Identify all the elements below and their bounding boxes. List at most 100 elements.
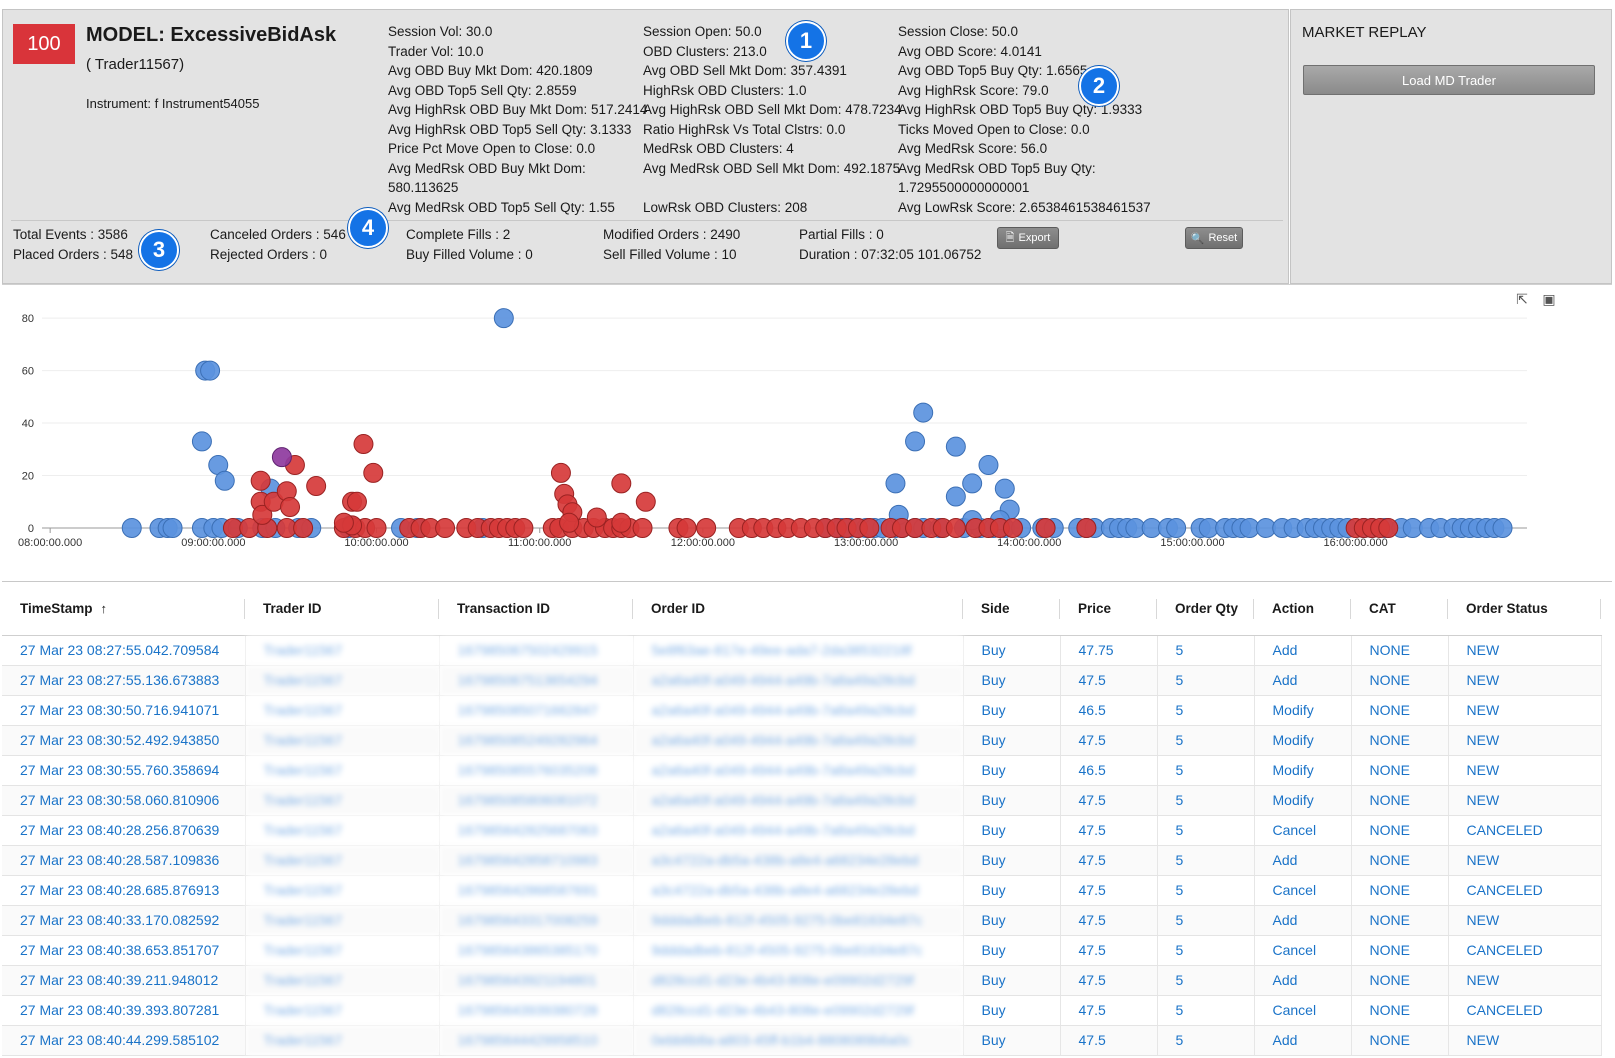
- cell-trader-id[interactable]: Trader11567: [245, 845, 440, 876]
- table-row[interactable]: 27 Mar 23 08:40:44.299.585102 Trader11567…: [2, 1025, 1602, 1056]
- cell-side[interactable]: Buy: [963, 1025, 1061, 1056]
- cell-cat[interactable]: NONE: [1351, 815, 1449, 846]
- cell-transaction-id[interactable]: 167985067502429915: [439, 635, 634, 666]
- cell-order-id[interactable]: 0ebb6b8a-a803-45ff-b1b4-8808089b6a0c: [633, 1025, 964, 1056]
- cell-order-id[interactable]: 9dddadbeb-812f-4505-9275-0be81634e87c: [633, 935, 964, 966]
- cell-trader-id[interactable]: Trader11567: [245, 725, 440, 756]
- cell-transaction-id[interactable]: 167985085806081072: [439, 785, 634, 816]
- cell-price[interactable]: 47.5: [1060, 965, 1158, 996]
- cell-trader-id[interactable]: Trader11567: [245, 755, 440, 786]
- cell-order-id[interactable]: 9dddadbeb-812f-4505-9275-0be81634e87c: [633, 905, 964, 936]
- cell-transaction-id[interactable]: 167985644429958510: [439, 1025, 634, 1056]
- table-row[interactable]: 27 Mar 23 08:40:28.587.109836 Trader11567…: [2, 845, 1602, 876]
- table-row[interactable]: 27 Mar 23 08:40:33.170.082592 Trader11567…: [2, 905, 1602, 936]
- cell-transaction-id[interactable]: 167985643865385170: [439, 935, 634, 966]
- cell-order-status[interactable]: CANCELED: [1448, 815, 1602, 846]
- cell-transaction-id[interactable]: 167985643921194801: [439, 965, 634, 996]
- cell-trader-id[interactable]: Trader11567: [245, 695, 440, 726]
- cell-order-qty[interactable]: 5: [1157, 635, 1255, 666]
- cell-price[interactable]: 47.5: [1060, 905, 1158, 936]
- cell-transaction-id[interactable]: 167985067513654294: [439, 665, 634, 696]
- cell-price[interactable]: 47.5: [1060, 1025, 1158, 1056]
- cell-order-status[interactable]: NEW: [1448, 1025, 1602, 1056]
- cell-transaction-id[interactable]: 167985642825687063: [439, 815, 634, 846]
- cell-order-id[interactable]: d828ccd1-d23e-4b43-808e-e09902d2729f: [633, 965, 964, 996]
- cell-price[interactable]: 47.5: [1060, 725, 1158, 756]
- column-header-timestamp[interactable]: TimeStamp ↑: [2, 583, 245, 636]
- cell-cat[interactable]: NONE: [1351, 845, 1449, 876]
- cell-order-id[interactable]: a2a6a40f-a049-4944-a49b-7a8a49a28cbd: [633, 815, 964, 846]
- column-header-action[interactable]: Action: [1254, 583, 1351, 636]
- cell-order-qty[interactable]: 5: [1157, 965, 1255, 996]
- cell-timestamp[interactable]: 27 Mar 23 08:27:55.042.709584: [2, 635, 246, 666]
- cell-cat[interactable]: NONE: [1351, 935, 1449, 966]
- cell-trader-id[interactable]: Trader11567: [245, 1025, 440, 1056]
- cell-timestamp[interactable]: 27 Mar 23 08:40:33.170.082592: [2, 905, 246, 936]
- table-row[interactable]: 27 Mar 23 08:27:55.042.709584 Trader11567…: [2, 635, 1602, 666]
- cell-order-qty[interactable]: 5: [1157, 935, 1255, 966]
- cell-cat[interactable]: NONE: [1351, 695, 1449, 726]
- cell-transaction-id[interactable]: 167985085249282964: [439, 725, 634, 756]
- cell-order-qty[interactable]: 5: [1157, 665, 1255, 696]
- cell-cat[interactable]: NONE: [1351, 905, 1449, 936]
- cell-order-qty[interactable]: 5: [1157, 905, 1255, 936]
- cell-order-status[interactable]: NEW: [1448, 635, 1602, 666]
- cell-order-status[interactable]: NEW: [1448, 965, 1602, 996]
- cell-order-id[interactable]: a2a6a40f-a049-4944-a49b-7a8a49a28cbd: [633, 725, 964, 756]
- column-header-order-id[interactable]: Order ID: [633, 583, 963, 636]
- cell-cat[interactable]: NONE: [1351, 785, 1449, 816]
- cell-order-id[interactable]: a2a6a40f-a049-4944-a49b-7a8a49a28cbd: [633, 755, 964, 786]
- cell-price[interactable]: 47.5: [1060, 665, 1158, 696]
- cell-order-qty[interactable]: 5: [1157, 815, 1255, 846]
- table-row[interactable]: 27 Mar 23 08:30:55.760.358694 Trader11567…: [2, 755, 1602, 786]
- table-row[interactable]: 27 Mar 23 08:40:28.685.876913 Trader11567…: [2, 875, 1602, 906]
- column-header-side[interactable]: Side: [963, 583, 1060, 636]
- column-header-cat[interactable]: CAT: [1351, 583, 1448, 636]
- fullscreen-icon[interactable]: ▣: [1542, 290, 1556, 307]
- table-row[interactable]: 27 Mar 23 08:30:52.492.943850 Trader11567…: [2, 725, 1602, 756]
- cell-timestamp[interactable]: 27 Mar 23 08:30:52.492.943850: [2, 725, 246, 756]
- cell-cat[interactable]: NONE: [1351, 875, 1449, 906]
- cell-order-status[interactable]: NEW: [1448, 665, 1602, 696]
- table-row[interactable]: 27 Mar 23 08:40:38.653.851707 Trader11567…: [2, 935, 1602, 966]
- cell-transaction-id[interactable]: 167985643317008259: [439, 905, 634, 936]
- cell-price[interactable]: 47.75: [1060, 635, 1158, 666]
- cell-order-status[interactable]: NEW: [1448, 695, 1602, 726]
- cell-price[interactable]: 46.5: [1060, 755, 1158, 786]
- cell-transaction-id[interactable]: 167985642858710983: [439, 845, 634, 876]
- cell-price[interactable]: 47.5: [1060, 995, 1158, 1026]
- column-header-order-qty[interactable]: Order Qty: [1157, 583, 1254, 636]
- cell-order-qty[interactable]: 5: [1157, 785, 1255, 816]
- cell-order-qty[interactable]: 5: [1157, 1025, 1255, 1056]
- cell-transaction-id[interactable]: 167985085576035208: [439, 755, 634, 786]
- reset-button[interactable]: 🔍 Reset: [1185, 227, 1243, 249]
- cell-order-status[interactable]: CANCELED: [1448, 935, 1602, 966]
- cell-order-status[interactable]: CANCELED: [1448, 995, 1602, 1026]
- cell-side[interactable]: Buy: [963, 635, 1061, 666]
- column-header-price[interactable]: Price: [1060, 583, 1157, 636]
- table-row[interactable]: 27 Mar 23 08:40:39.393.807281 Trader11567…: [2, 995, 1602, 1026]
- table-row[interactable]: 27 Mar 23 08:30:50.716.941071 Trader11567…: [2, 695, 1602, 726]
- cell-order-status[interactable]: NEW: [1448, 905, 1602, 936]
- cell-order-qty[interactable]: 5: [1157, 725, 1255, 756]
- cell-action[interactable]: Add: [1254, 1025, 1352, 1056]
- cell-action[interactable]: Add: [1254, 905, 1352, 936]
- cell-action[interactable]: Modify: [1254, 695, 1352, 726]
- cell-order-id[interactable]: a3c4722a-db5a-438b-a8e4-a68234e28ebd: [633, 875, 964, 906]
- cell-trader-id[interactable]: Trader11567: [245, 785, 440, 816]
- cell-order-status[interactable]: NEW: [1448, 845, 1602, 876]
- cell-side[interactable]: Buy: [963, 755, 1061, 786]
- cell-cat[interactable]: NONE: [1351, 965, 1449, 996]
- cell-action[interactable]: Add: [1254, 965, 1352, 996]
- cell-order-id[interactable]: a2a6a40f-a049-4944-a49b-7a8a49a28cbd: [633, 665, 964, 696]
- cell-action[interactable]: Modify: [1254, 725, 1352, 756]
- cell-action[interactable]: Cancel: [1254, 815, 1352, 846]
- cell-cat[interactable]: NONE: [1351, 635, 1449, 666]
- cell-action[interactable]: Add: [1254, 635, 1352, 666]
- column-header-order-status[interactable]: Order Status: [1448, 583, 1601, 636]
- expand-icon[interactable]: ⇱: [1516, 290, 1528, 307]
- cell-action[interactable]: Modify: [1254, 785, 1352, 816]
- cell-side[interactable]: Buy: [963, 665, 1061, 696]
- cell-order-qty[interactable]: 5: [1157, 755, 1255, 786]
- cell-order-id[interactable]: a2a6a40f-a049-4944-a49b-7a8a49a28cbd: [633, 785, 964, 816]
